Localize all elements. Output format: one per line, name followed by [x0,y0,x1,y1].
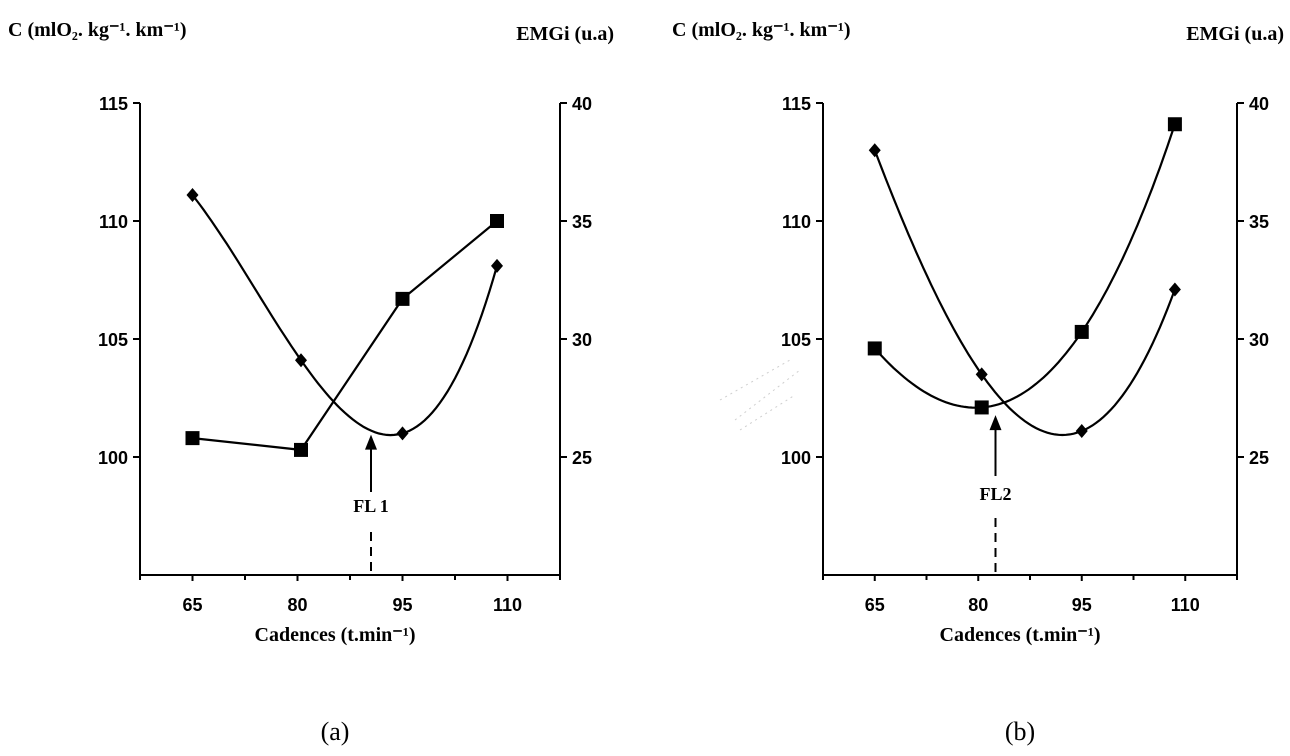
x-tick-label: 110 [1171,595,1200,615]
y-left-tick-label: 100 [781,448,811,468]
diamond-point [491,258,503,273]
diamond-point [295,353,307,368]
panel-b: C (mlO₂. kg⁻¹. km⁻¹) EMGi (u.a) Cadences… [672,19,1284,746]
x-tick-label: 80 [968,595,988,615]
square-point [974,400,989,415]
diamond-point [1075,424,1088,439]
x-tick-label: 80 [287,595,307,615]
square-point [490,214,504,228]
square-series-line [873,123,1176,409]
y-left-tick-label: 115 [99,94,128,114]
square-point [395,291,410,306]
diamond-point [975,367,988,382]
x-tick-label: 65 [182,595,202,615]
y-left-tick-label: 115 [782,94,811,114]
y-right-axis-label-b: EMGi (u.a) [1186,23,1284,45]
x-tick-label: 95 [392,595,412,615]
y-right-tick-label: 30 [572,330,592,350]
y-right-tick-label: 25 [572,448,592,468]
y-right-tick-label: 25 [1249,448,1269,468]
diamond-point [396,426,409,441]
diamond-point [1168,282,1181,297]
y-right-tick-label: 40 [1249,94,1269,114]
y-left-tick-label: 110 [782,212,811,232]
y-left-tick-label: 100 [98,448,128,468]
square-point [185,431,200,446]
x-axis-label-a: Cadences (t.min⁻¹) [255,624,416,646]
square-point [294,442,308,457]
diamond-point [868,143,881,158]
x-axis-label-b: Cadences (t.min⁻¹) [940,624,1101,646]
y-left-tick-label: 105 [98,330,128,350]
annotation-label: FL 1 [353,496,389,516]
scan-artifact [719,359,801,431]
y-right-axis-label-a: EMGi (u.a) [516,23,614,45]
y-left-axis-label-a: C (mlO₂. kg⁻¹. km⁻¹) [8,19,187,41]
diamond-series-line [191,194,499,437]
square-point [1167,117,1182,132]
x-tick-label: 110 [493,595,522,615]
square-series-line [192,220,498,452]
y-right-tick-label: 35 [572,212,592,232]
y-left-axis-label-b: C (mlO₂. kg⁻¹. km⁻¹) [672,19,851,41]
panel-label-a: (a) [321,717,350,746]
y-left-tick-label: 105 [781,330,811,350]
square-point [1074,324,1089,339]
x-tick-label: 65 [865,595,885,615]
panel-label-b: (b) [1005,717,1035,746]
square-point [867,341,882,356]
annotation-arrow-head [989,415,1002,431]
annotation-arrow-head [365,434,377,450]
x-tick-label: 95 [1072,595,1092,615]
diamond-point [186,188,199,203]
diamond-series-line [873,149,1176,437]
annotation-label: FL2 [979,484,1011,504]
y-right-tick-label: 30 [1249,330,1269,350]
y-right-tick-label: 35 [1249,212,1269,232]
panel-a: C (mlO₂. kg⁻¹. km⁻¹) EMGi (u.a) Cadences… [8,19,614,746]
y-right-tick-label: 40 [572,94,592,114]
y-left-tick-label: 110 [99,212,128,232]
